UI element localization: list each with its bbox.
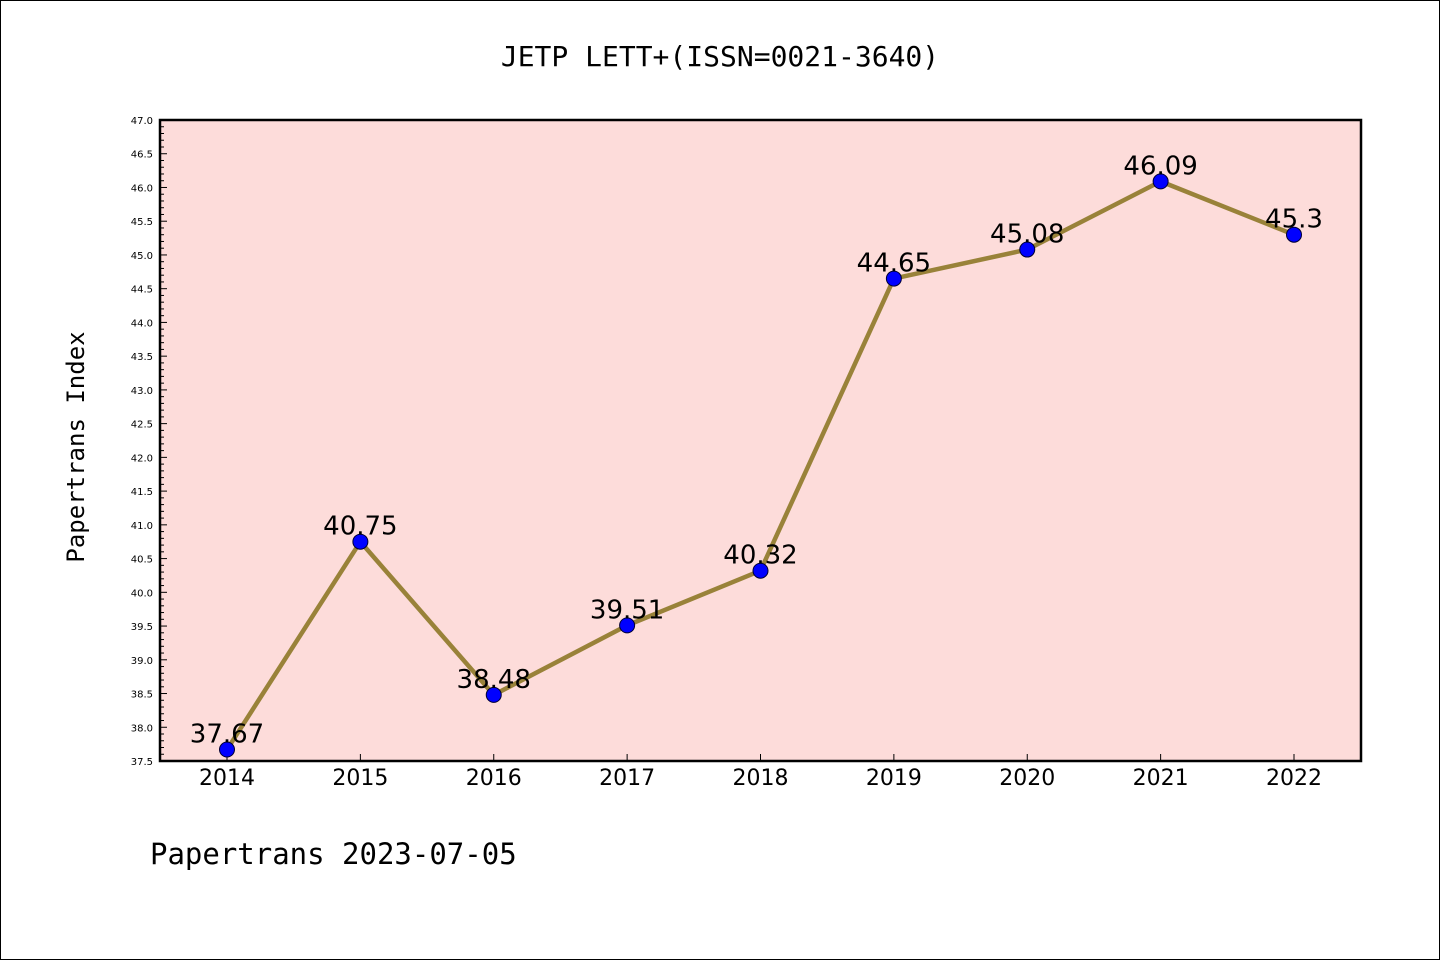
y-tick-label: 45.5 [131, 217, 153, 228]
data-label: 45.3 [1265, 205, 1323, 235]
y-tick-label: 40.0 [131, 588, 153, 599]
y-tick-label: 37.5 [131, 757, 153, 768]
x-tick-label: 2020 [999, 766, 1055, 791]
plot-border [158, 118, 1363, 763]
y-tick-label: 39.5 [131, 622, 153, 633]
y-axis-label: Papertrans Index [62, 331, 90, 562]
data-point [752, 562, 769, 579]
data-label: 46.09 [1123, 151, 1197, 181]
data-labels: 37.67 40.75 38.48 39.51 40.32 44.65 45.08 46.09… [190, 151, 1323, 749]
footer-credit: Papertrans 2023-07-05 [150, 837, 517, 871]
data-label: 39.51 [590, 595, 664, 625]
data-label: 38.48 [457, 665, 531, 695]
y-tick-label: 44.0 [131, 318, 153, 329]
y-tick-label: 38.5 [131, 690, 153, 701]
data-label: 44.65 [857, 249, 931, 279]
data-point [619, 617, 636, 634]
y-tick-label: 44.5 [131, 285, 153, 296]
x-tick-label: 2016 [466, 766, 522, 791]
y-tick-label: 41.0 [131, 521, 153, 532]
y-tick-label: 45.0 [131, 251, 153, 262]
x-axis-ticks: 2014 2015 2016 2017 2018 2019 2020 2021 2022 [199, 754, 1322, 791]
y-tick-label: 38.0 [131, 723, 153, 734]
y-tick-label: 47.0 [131, 116, 153, 127]
y-tick-label: 46.5 [131, 150, 153, 161]
data-markers [219, 173, 1302, 758]
y-tick-label: 40.5 [131, 555, 153, 566]
x-tick-label: 2018 [733, 766, 789, 791]
y-tick-label: 39.0 [131, 656, 153, 667]
data-point [1019, 241, 1036, 258]
x-tick-label: 2015 [332, 766, 388, 791]
y-tick-label: 43.5 [131, 352, 153, 363]
x-tick-label: 2022 [1266, 766, 1322, 791]
data-point [1152, 173, 1169, 190]
y-tick-label: 46.0 [131, 183, 153, 194]
x-tick-label: 2019 [866, 766, 922, 791]
x-tick-label: 2021 [1133, 766, 1189, 791]
data-label: 40.32 [723, 541, 797, 571]
data-point [219, 741, 235, 758]
chart-title: JETP LETT+(ISSN=0021-3640) [501, 40, 939, 73]
y-tick-label: 42.0 [131, 453, 153, 464]
data-label: 40.75 [323, 512, 397, 542]
x-tick-label: 2014 [199, 766, 255, 791]
data-label: 37.67 [190, 720, 264, 750]
x-tick-label: 2017 [599, 766, 655, 791]
data-point [1286, 226, 1302, 243]
data-point [885, 270, 902, 287]
y-tick-label: 43.0 [131, 386, 153, 397]
data-point [485, 686, 502, 703]
plot-area [160, 120, 1361, 761]
data-label: 45.08 [990, 220, 1064, 250]
y-tick-label: 41.5 [131, 487, 153, 498]
data-point [352, 533, 369, 550]
y-tick-label: 42.5 [131, 420, 153, 431]
